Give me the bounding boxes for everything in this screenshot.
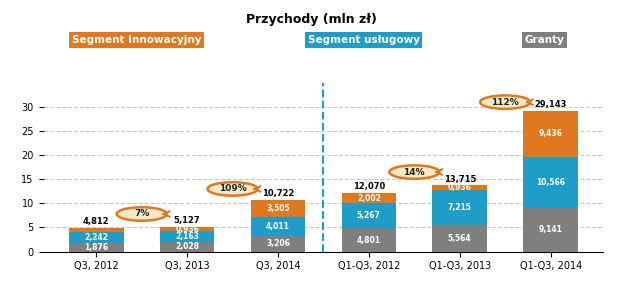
Text: 4,812: 4,812	[83, 218, 109, 226]
Text: 109%: 109%	[219, 184, 246, 193]
Text: 3,206: 3,206	[266, 239, 290, 248]
Bar	[432, 186, 487, 190]
Text: 2,002: 2,002	[357, 194, 381, 203]
Text: 1,876: 1,876	[84, 243, 108, 252]
Text: 10,566: 10,566	[536, 178, 565, 186]
Text: 5,267: 5,267	[357, 211, 381, 220]
Bar	[69, 242, 124, 252]
Text: 5,127: 5,127	[174, 216, 200, 225]
Bar	[432, 225, 487, 252]
Bar	[341, 229, 396, 252]
Bar	[251, 200, 305, 217]
Text: 4,011: 4,011	[266, 222, 290, 231]
Text: 2,163: 2,163	[175, 232, 199, 241]
Text: 5,564: 5,564	[448, 234, 471, 243]
Text: 2,028: 2,028	[175, 242, 199, 251]
Bar	[160, 231, 215, 242]
Bar	[160, 227, 215, 231]
Bar	[341, 203, 396, 229]
Text: Przychody (mln zł): Przychody (mln zł)	[246, 13, 376, 26]
Text: 9,436: 9,436	[539, 129, 562, 138]
Text: Granty: Granty	[524, 35, 564, 45]
Text: 112%: 112%	[491, 98, 519, 107]
Text: 13,715: 13,715	[443, 175, 476, 184]
Text: 12,070: 12,070	[353, 183, 385, 192]
Text: 7,215: 7,215	[448, 203, 471, 212]
Ellipse shape	[117, 207, 167, 221]
Bar	[251, 236, 305, 252]
Text: 0,936: 0,936	[175, 225, 199, 234]
Ellipse shape	[389, 165, 439, 179]
Text: 14%: 14%	[404, 168, 425, 176]
Bar	[432, 190, 487, 225]
Bar	[523, 111, 578, 157]
Bar	[523, 157, 578, 207]
Text: 29,143: 29,143	[534, 100, 567, 109]
Bar	[69, 232, 124, 242]
Text: 7%: 7%	[134, 210, 149, 218]
Text: 10,722: 10,722	[262, 189, 294, 198]
Bar	[523, 207, 578, 252]
Bar	[251, 217, 305, 236]
Text: 4,801: 4,801	[357, 236, 381, 244]
Text: 2,242: 2,242	[85, 233, 108, 242]
Text: 0,936: 0,936	[448, 183, 471, 192]
Text: 9,141: 9,141	[539, 225, 562, 234]
Text: 3,505: 3,505	[266, 204, 290, 213]
Ellipse shape	[208, 182, 258, 196]
Ellipse shape	[480, 95, 530, 109]
Bar	[341, 193, 396, 203]
Text: Segment Innowacyjny: Segment Innowacyjny	[72, 35, 202, 45]
Bar	[69, 229, 124, 232]
Text: Segment usługowy: Segment usługowy	[308, 35, 420, 45]
Bar	[160, 242, 215, 252]
